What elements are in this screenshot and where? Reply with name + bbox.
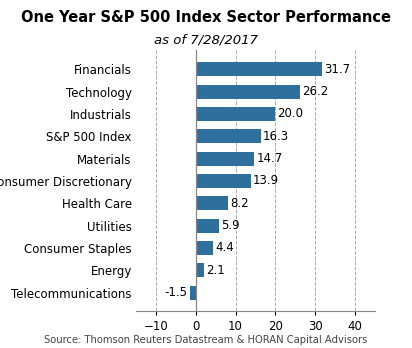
Text: -1.5: -1.5 (165, 286, 188, 299)
Bar (196, 241, 213, 255)
Text: 20.0: 20.0 (277, 108, 303, 120)
Text: as of 7/28/2017: as of 7/28/2017 (154, 33, 258, 46)
Bar (196, 129, 261, 143)
Text: 2.1: 2.1 (206, 264, 225, 277)
Bar (190, 286, 196, 300)
Text: Source: Thomson Reuters Datastream & HORAN Capital Advisors: Source: Thomson Reuters Datastream & HOR… (44, 334, 368, 345)
Bar (196, 62, 322, 76)
Text: 13.9: 13.9 (253, 174, 279, 188)
Bar (196, 85, 300, 98)
Bar (196, 152, 254, 166)
Text: 14.7: 14.7 (256, 152, 283, 165)
Text: One Year S&P 500 Index Sector Performance: One Year S&P 500 Index Sector Performanc… (21, 10, 391, 25)
Bar (196, 107, 275, 121)
Text: 26.2: 26.2 (302, 85, 328, 98)
Bar (196, 219, 219, 232)
Bar (196, 263, 204, 277)
Text: 31.7: 31.7 (324, 63, 350, 76)
Bar (196, 174, 251, 188)
Text: 5.9: 5.9 (221, 219, 240, 232)
Text: 4.4: 4.4 (215, 242, 234, 254)
Bar (196, 196, 228, 210)
Text: 16.3: 16.3 (262, 130, 289, 143)
Text: 8.2: 8.2 (230, 197, 249, 210)
